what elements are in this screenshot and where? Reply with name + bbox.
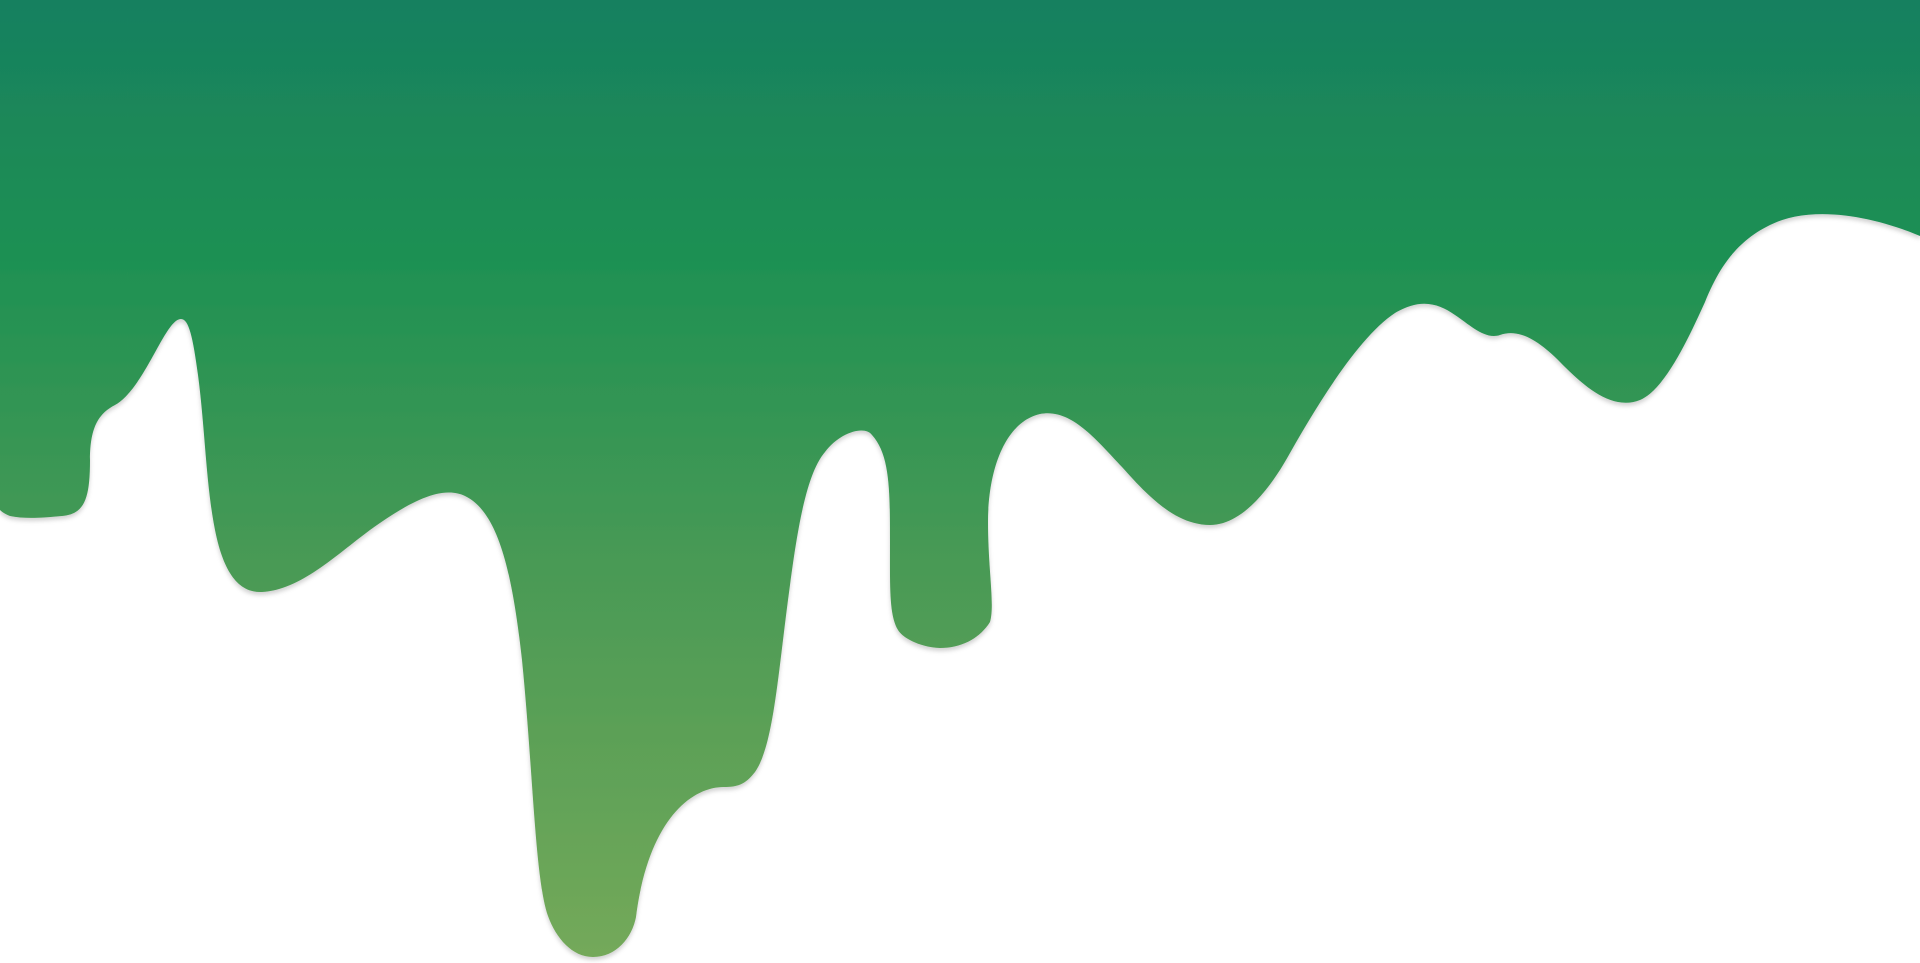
paint-drip-graphic <box>0 0 1920 957</box>
green-drip-shape <box>0 0 1920 957</box>
drip-canvas <box>0 0 1920 957</box>
